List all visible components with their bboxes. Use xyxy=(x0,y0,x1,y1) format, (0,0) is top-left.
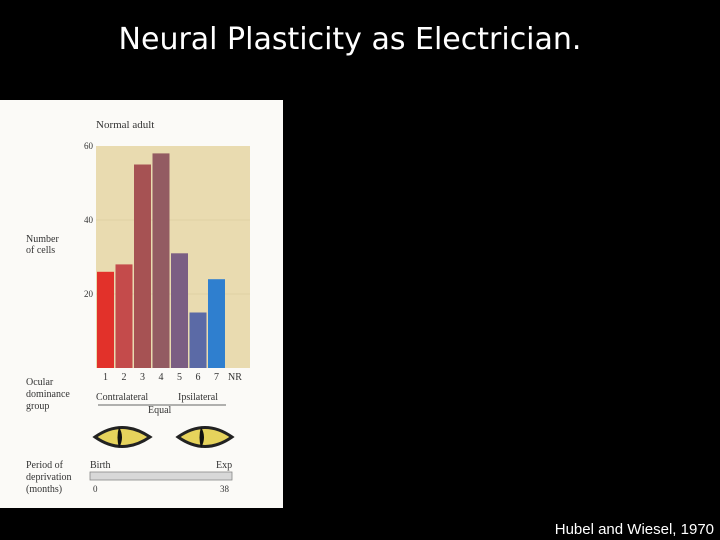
deprivation-label-line-2: deprivation xyxy=(26,472,72,483)
deprivation-end-label: Exp xyxy=(216,460,232,471)
x-tick-nr: NR xyxy=(228,372,242,383)
bar-group-6 xyxy=(189,312,207,368)
x-tick-label-4: 4 xyxy=(159,372,164,383)
cat-eye-right-icon xyxy=(175,426,235,448)
x-tick-label-2: 2 xyxy=(122,372,127,383)
cat-eye-left-icon xyxy=(92,426,153,448)
x-axis-label-line-3: group xyxy=(26,401,49,412)
annotation-ipsilateral: Ipsilateral xyxy=(178,392,218,403)
bar-group-7 xyxy=(208,279,225,368)
x-tick-label-3: 3 xyxy=(140,372,145,383)
y-axis-label-line-2: of cells xyxy=(26,245,55,256)
chart-title: Normal adult xyxy=(96,119,154,131)
x-tick-label-5: 5 xyxy=(177,372,182,383)
bar-group-5 xyxy=(171,253,188,368)
citation: Hubel and Wiesel, 1970 xyxy=(554,521,714,538)
x-tick-label-6: 6 xyxy=(196,372,201,383)
x-axis-label-line-1: Ocular xyxy=(26,377,54,388)
x-axis-label-line-2: dominance xyxy=(26,389,70,400)
deprivation-label-line-1: Period of xyxy=(26,460,64,471)
y-tick-label-40: 40 xyxy=(84,215,94,225)
bar-group-2 xyxy=(115,264,133,368)
deprivation-start-label: Birth xyxy=(90,460,111,471)
deprivation-label-line-3: (months) xyxy=(26,484,62,495)
annotation-equal: Equal xyxy=(148,405,172,416)
deprivation-end-value: 38 xyxy=(220,484,230,494)
bar-group-1 xyxy=(97,271,114,368)
slide-title: Neural Plasticity as Electrician. xyxy=(118,22,582,57)
x-tick-label-1: 1 xyxy=(103,372,108,383)
y-tick-label-20: 20 xyxy=(84,289,94,299)
y-axis-label-line-1: Number xyxy=(26,234,59,245)
deprivation-bar xyxy=(89,471,233,481)
bar-group-3 xyxy=(134,164,151,368)
x-tick-label-7: 7 xyxy=(214,372,219,383)
y-tick-label-60: 60 xyxy=(84,141,94,151)
deprivation-start-value: 0 xyxy=(93,484,98,494)
annotation-contralateral: Contralateral xyxy=(96,392,148,403)
bar-group-4 xyxy=(152,153,170,368)
